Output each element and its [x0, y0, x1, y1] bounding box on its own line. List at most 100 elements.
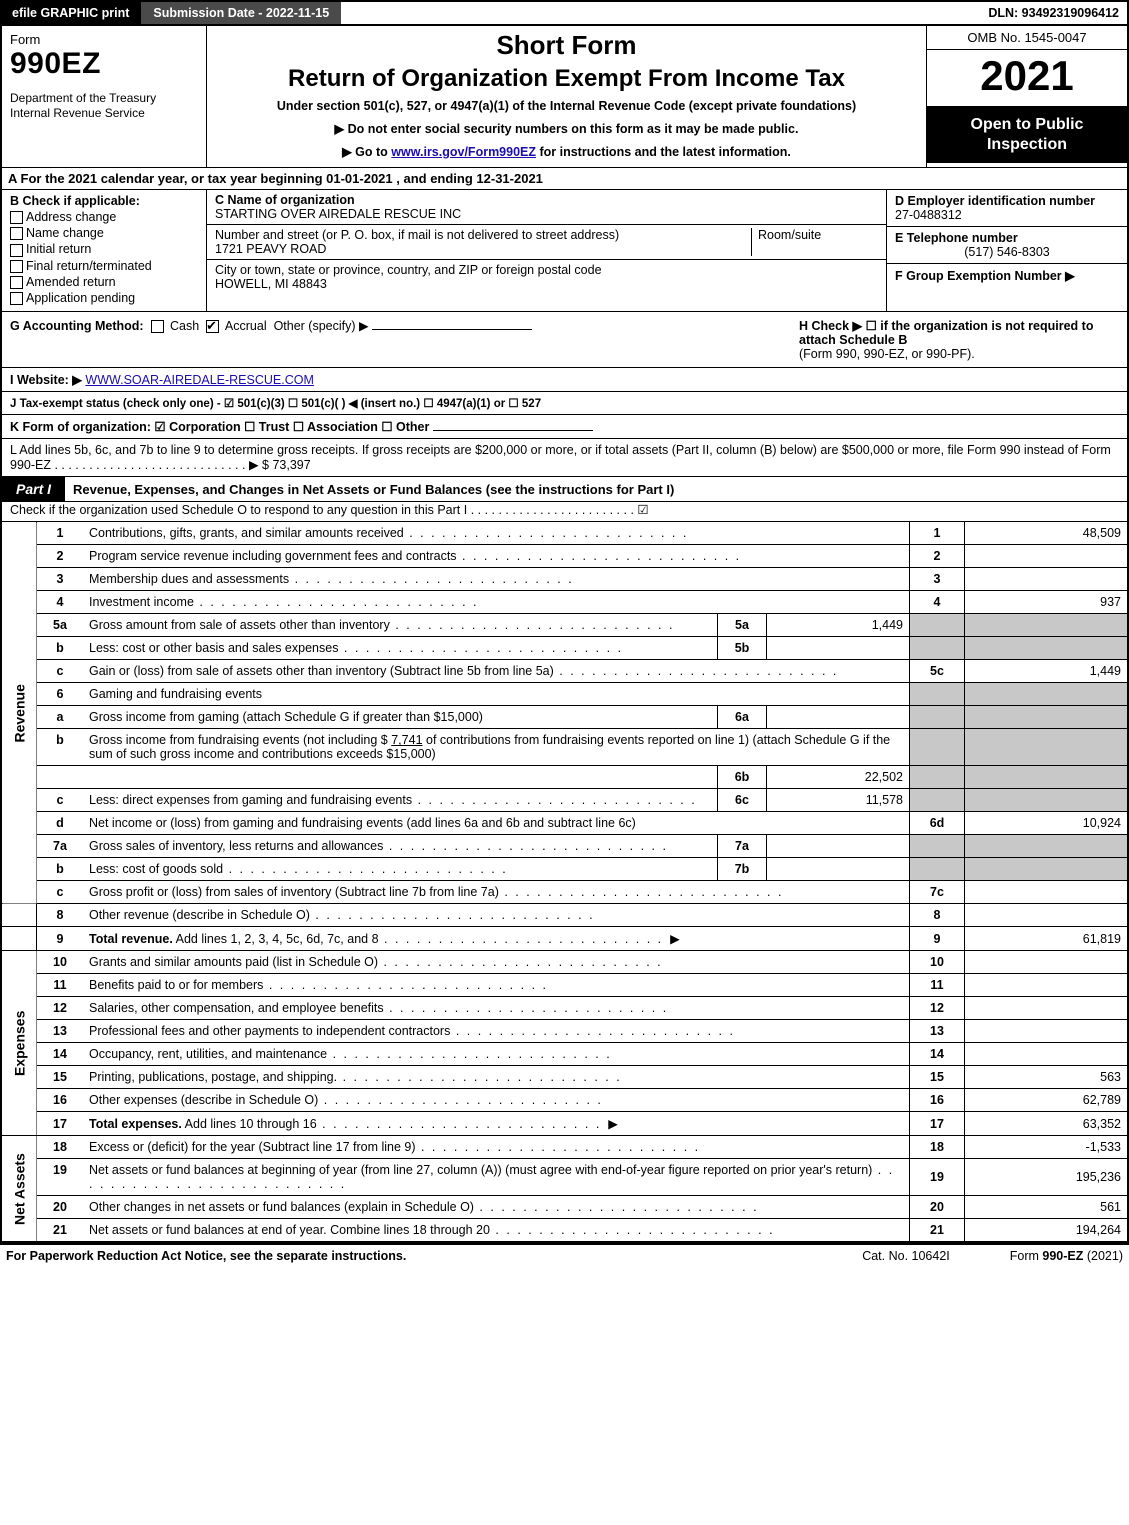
table-row: b Gross income from fundraising events (…: [2, 729, 1127, 766]
part-1-schedule-o-check: ☑: [637, 503, 658, 517]
line-i: I Website: ▶ WWW.SOAR-AIREDALE-RESCUE.CO…: [2, 368, 1127, 392]
chk-address-change[interactable]: Address change: [10, 210, 198, 224]
box-d-label: D Employer identification number: [895, 194, 1095, 208]
chk-final-return[interactable]: Final return/terminated: [10, 259, 198, 273]
box-b: B Check if applicable: Address change Na…: [2, 190, 207, 311]
table-row: 20 Other changes in net assets or fund b…: [2, 1196, 1127, 1219]
room-label: Room/suite: [758, 228, 821, 242]
amount-line-16: 62,789: [965, 1089, 1128, 1112]
line-6b-inline-amount: 7,741: [391, 733, 422, 747]
line-g-h: G Accounting Method: Cash Accrual Other …: [2, 312, 1127, 368]
amount-line-9: 61,819: [965, 927, 1128, 951]
line-j: J Tax-exempt status (check only one) - ☑…: [2, 392, 1127, 415]
amount-line-17: 63,352: [965, 1112, 1128, 1136]
form-header: Form 990EZ Department of the Treasury In…: [2, 26, 1127, 168]
line-l-amount: 73,397: [272, 458, 310, 472]
open-to-public: Open to Public Inspection: [927, 107, 1127, 163]
amount-line-4: 937: [965, 591, 1128, 614]
chk-accrual[interactable]: [206, 320, 219, 333]
expenses-side-label: Expenses: [2, 951, 37, 1136]
table-row: Expenses 10 Grants and similar amounts p…: [2, 951, 1127, 974]
table-row: a Gross income from gaming (attach Sched…: [2, 706, 1127, 729]
chk-amended-return[interactable]: Amended return: [10, 275, 198, 289]
table-row: c Gross profit or (loss) from sales of i…: [2, 881, 1127, 904]
submission-date-label: Submission Date - 2022-11-15: [139, 2, 341, 24]
table-row: d Net income or (loss) from gaming and f…: [2, 812, 1127, 835]
box-f-label: F Group Exemption Number ▶: [895, 269, 1075, 283]
line-h: H Check ▶ ☐ if the organization is not r…: [799, 318, 1119, 361]
amount-line-6c: 11,578: [767, 789, 910, 812]
telephone-value: (517) 546-8303: [895, 245, 1119, 259]
line-k: K Form of organization: ☑ Corporation ☐ …: [2, 415, 1127, 439]
table-row: 13 Professional fees and other payments …: [2, 1020, 1127, 1043]
part-1-title: Revenue, Expenses, and Changes in Net As…: [65, 478, 1127, 501]
part-1-tab: Part I: [2, 477, 65, 501]
table-row: b Less: cost of goods sold 7b: [2, 858, 1127, 881]
form-code: 990EZ: [10, 47, 198, 81]
street-label: Number and street (or P. O. box, if mail…: [215, 228, 619, 242]
table-row: 4 Investment income 4 937: [2, 591, 1127, 614]
box-e-label: E Telephone number: [895, 231, 1018, 245]
table-row: 6b 22,502: [2, 766, 1127, 789]
catalog-number: Cat. No. 10642I: [862, 1249, 950, 1263]
table-row: 16 Other expenses (describe in Schedule …: [2, 1089, 1127, 1112]
line-i-label: I Website: ▶: [10, 373, 82, 387]
table-row: 9 Total revenue. Add lines 1, 2, 3, 4, 5…: [2, 927, 1127, 951]
table-row: 8 Other revenue (describe in Schedule O)…: [2, 904, 1127, 927]
part-1-subtext: Check if the organization used Schedule …: [2, 502, 1127, 522]
efile-print-label: efile GRAPHIC print: [2, 2, 139, 24]
part-1-header: Part I Revenue, Expenses, and Changes in…: [2, 477, 1127, 502]
netassets-side-label: Net Assets: [2, 1136, 37, 1242]
revenue-side-label: Revenue: [2, 522, 37, 904]
line-k-text: K Form of organization: ☑ Corporation ☐ …: [10, 420, 429, 434]
chk-name-change[interactable]: Name change: [10, 226, 198, 240]
table-row: c Less: direct expenses from gaming and …: [2, 789, 1127, 812]
table-row: 5a Gross amount from sale of assets othe…: [2, 614, 1127, 637]
top-bar: efile GRAPHIC print Submission Date - 20…: [0, 0, 1129, 26]
table-row: 3 Membership dues and assessments 3: [2, 568, 1127, 591]
table-row: c Gain or (loss) from sale of assets oth…: [2, 660, 1127, 683]
dept-treasury: Department of the Treasury Internal Reve…: [10, 91, 198, 121]
form-right-block: OMB No. 1545-0047 2021 Open to Public In…: [926, 26, 1127, 167]
table-row: 17 Total expenses. Add lines 10 through …: [2, 1112, 1127, 1136]
city-label: City or town, state or province, country…: [215, 263, 602, 277]
omb-number: OMB No. 1545-0047: [927, 26, 1127, 50]
form-footer-id: Form 990-EZ (2021): [1010, 1249, 1123, 1263]
line-g-label: G Accounting Method:: [10, 319, 144, 333]
table-row: 21 Net assets or fund balances at end of…: [2, 1219, 1127, 1242]
table-row: b Less: cost or other basis and sales ex…: [2, 637, 1127, 660]
table-row: 12 Salaries, other compensation, and emp…: [2, 997, 1127, 1020]
amount-line-15: 563: [965, 1066, 1128, 1089]
table-row: 15 Printing, publications, postage, and …: [2, 1066, 1127, 1089]
irs-link[interactable]: www.irs.gov/Form990EZ: [391, 145, 536, 159]
dept-line-1: Department of the Treasury: [10, 91, 156, 105]
dln-label: DLN: 93492319096412: [980, 2, 1127, 24]
part-1-table: Revenue 1 Contributions, gifts, grants, …: [2, 522, 1127, 1242]
form-frame: Form 990EZ Department of the Treasury In…: [0, 26, 1129, 1244]
table-row: 14 Occupancy, rent, utilities, and maint…: [2, 1043, 1127, 1066]
no-ssn-text: ▶ Do not enter social security numbers o…: [215, 121, 918, 136]
amount-line-18: -1,533: [965, 1136, 1128, 1159]
table-row: 19 Net assets or fund balances at beginn…: [2, 1159, 1127, 1196]
website-link[interactable]: WWW.SOAR-AIREDALE-RESCUE.COM: [85, 373, 314, 387]
amount-line-5a: 1,449: [767, 614, 910, 637]
entity-info-grid: B Check if applicable: Address change Na…: [2, 190, 1127, 312]
chk-cash[interactable]: [151, 320, 164, 333]
amount-line-6d: 10,924: [965, 812, 1128, 835]
city-value: HOWELL, MI 48843: [215, 277, 327, 291]
box-def: D Employer identification number 27-0488…: [886, 190, 1127, 311]
line-l-text: L Add lines 5b, 6c, and 7b to line 9 to …: [10, 443, 1111, 472]
line-a: A For the 2021 calendar year, or tax yea…: [2, 168, 1127, 190]
goto-text: ▶ Go to www.irs.gov/Form990EZ for instru…: [215, 144, 918, 159]
chk-application-pending[interactable]: Application pending: [10, 291, 198, 305]
amount-line-1: 48,509: [965, 522, 1128, 545]
street-value: 1721 PEAVY ROAD: [215, 242, 326, 256]
line-j-text: J Tax-exempt status (check only one) - ☑…: [10, 398, 541, 410]
line-h-text2: (Form 990, 990-EZ, or 990-PF).: [799, 347, 975, 361]
box-c-label: C Name of organization: [215, 193, 355, 207]
form-id-block: Form 990EZ Department of the Treasury In…: [2, 26, 207, 167]
table-row: Revenue 1 Contributions, gifts, grants, …: [2, 522, 1127, 545]
table-row: 7a Gross sales of inventory, less return…: [2, 835, 1127, 858]
table-row: Net Assets 18 Excess or (deficit) for th…: [2, 1136, 1127, 1159]
chk-initial-return[interactable]: Initial return: [10, 242, 198, 256]
